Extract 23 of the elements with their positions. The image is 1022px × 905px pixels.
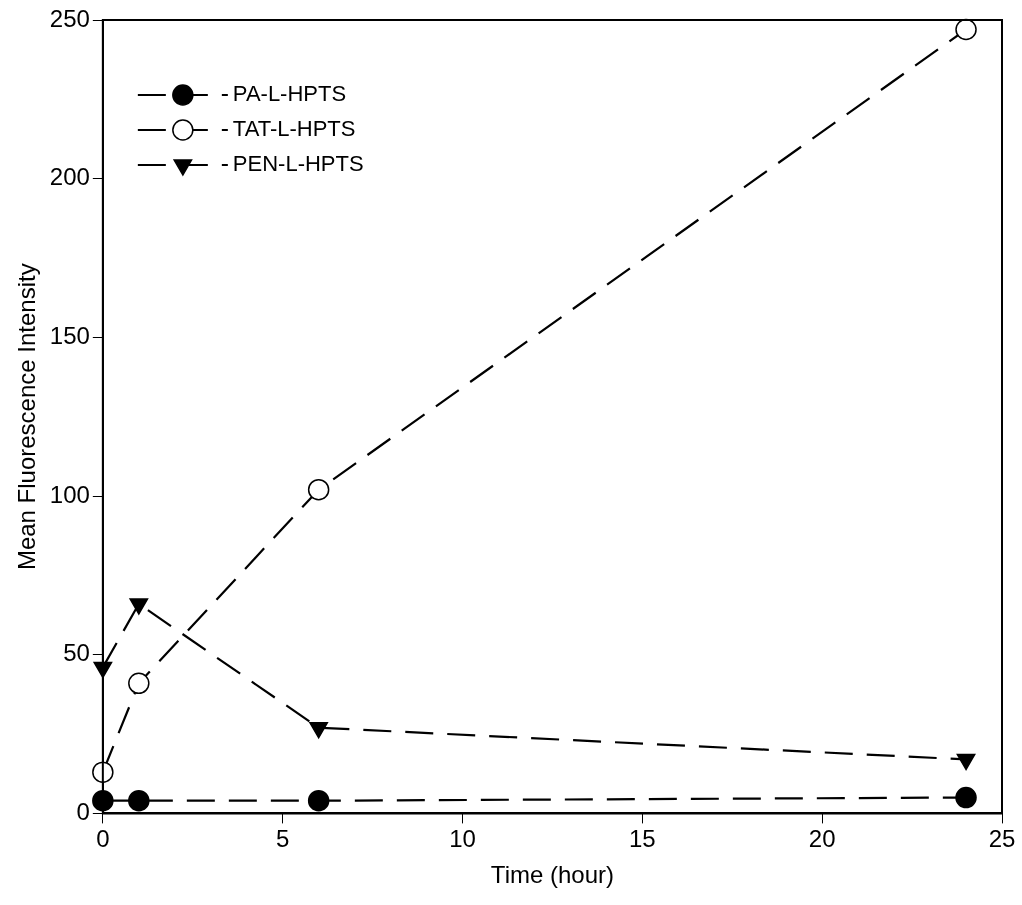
- point: [128, 672, 150, 695]
- y-tick-label: 200: [49, 163, 90, 191]
- y-axis-title: Mean Fluorescence Intensity: [13, 263, 41, 571]
- x-axis-title: Time (hour): [490, 861, 614, 889]
- point: [128, 789, 150, 812]
- point: [307, 478, 330, 501]
- x-tick-label: 15: [628, 825, 656, 853]
- y-tick-label: 250: [49, 4, 90, 32]
- x-tick-label: 20: [808, 825, 836, 853]
- y-tick-label: 0: [76, 798, 90, 826]
- legend-label: PEN-L-HPTS: [232, 151, 364, 177]
- x-tick-label: 25: [988, 825, 1016, 853]
- x-tick-label: 0: [96, 825, 110, 853]
- point: [955, 786, 977, 809]
- x-tick-label: 5: [275, 825, 290, 853]
- point: [307, 789, 330, 812]
- legend-label: PA-L-HPTS: [232, 81, 347, 107]
- legend-label: TAT-L-HPTS: [232, 116, 356, 142]
- x-tick-label: 10: [449, 825, 476, 853]
- y-tick-label: 50: [63, 639, 90, 667]
- y-tick-label: 150: [49, 321, 90, 349]
- y-tick-label: 100: [49, 480, 90, 508]
- point: [955, 18, 977, 41]
